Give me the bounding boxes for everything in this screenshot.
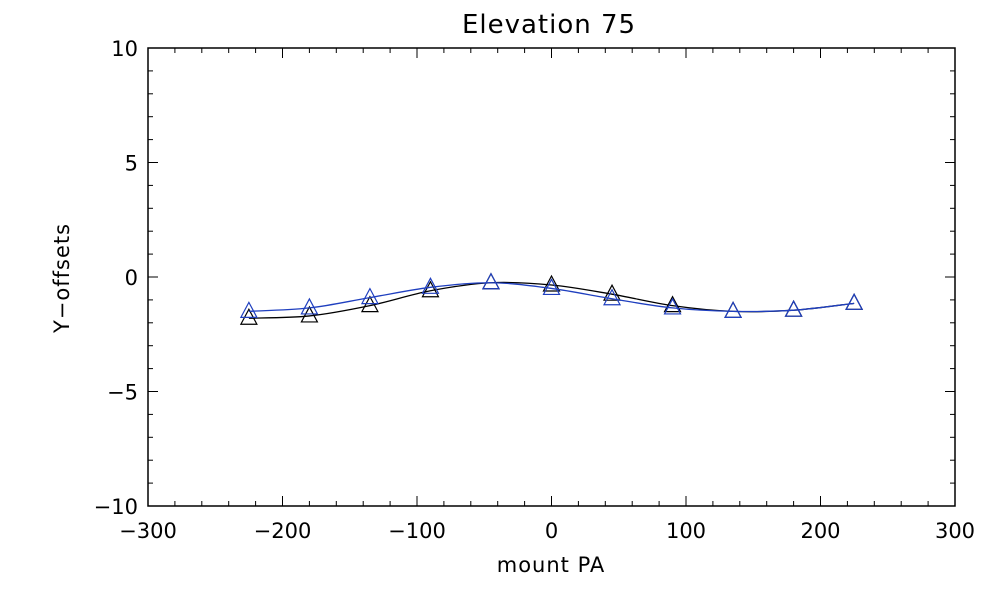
x-tick-label: 100: [666, 519, 706, 543]
chart-title: Elevation 75: [462, 10, 636, 40]
data-point-measured: [845, 293, 864, 310]
series-layer: [239, 272, 864, 325]
series-measured: [239, 272, 864, 325]
x-tick-label: −100: [388, 519, 446, 543]
tick-labels: −300 −200 −100 0 100 200 300 −10 −5 0 5 10: [94, 37, 975, 543]
data-point-model: [603, 288, 622, 306]
series-line-measured: [248, 281, 855, 319]
data-point-measured: [663, 295, 682, 313]
data-point-measured: [542, 274, 561, 292]
plot-frame: [147, 47, 956, 507]
series-line-model: [248, 282, 855, 313]
data-point-model: [360, 287, 379, 305]
data-point-measured: [421, 280, 440, 298]
x-tick-label: 200: [800, 519, 840, 543]
x-axis-label: mount PA: [497, 553, 606, 577]
data-point-model: [481, 272, 500, 290]
data-point-measured: [481, 272, 500, 290]
x-tick-label: 300: [935, 519, 975, 543]
x-tick-label: 0: [545, 519, 558, 543]
data-point-model: [542, 278, 561, 296]
data-point-model: [845, 293, 864, 310]
data-point-measured: [239, 307, 258, 325]
y-tick-label: 10: [111, 37, 138, 61]
y-tick-label: 0: [125, 266, 138, 290]
data-point-model: [421, 277, 440, 294]
data-point-model: [724, 301, 743, 318]
data-point-measured: [724, 301, 743, 318]
data-point-model: [663, 297, 682, 315]
y-tick-label: −10: [94, 495, 138, 519]
data-point-measured: [784, 299, 803, 317]
data-point-model: [239, 301, 258, 318]
series-model: [239, 272, 864, 318]
x-tick-label: −300: [119, 519, 177, 543]
y-tick-label: −5: [107, 381, 138, 405]
data-point-model: [784, 299, 803, 317]
y-axis-label: Y−offsets: [50, 223, 74, 334]
y-tick-label: 5: [125, 152, 138, 176]
x-tick-label: −200: [254, 519, 312, 543]
data-point-measured: [603, 283, 622, 301]
data-point-model: [300, 297, 319, 315]
